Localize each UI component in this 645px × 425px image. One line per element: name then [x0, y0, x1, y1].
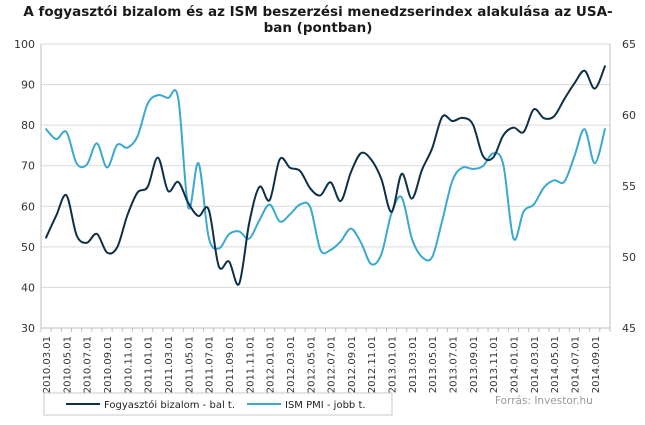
source-note: Forrás: Investor.hu	[495, 395, 593, 407]
x-tick-label: 2010.09.01	[103, 336, 114, 393]
x-tick-label: 2014.07.01	[570, 336, 581, 393]
right-y-axis: 65 60 55 50 45	[609, 38, 636, 335]
x-tick-label: 2010.03.01	[42, 336, 53, 393]
x-tick-label: 2010.11.01	[123, 336, 134, 393]
left-y-tick-label: 50	[21, 241, 35, 254]
x-tick-label: 2010.05.01	[62, 336, 73, 393]
left-y-tick-label: 70	[21, 160, 35, 173]
x-tick-label: 2014.09.01	[591, 336, 602, 393]
x-tick-label: 2012.09.01	[347, 336, 358, 393]
series-line-consumer-confidence	[45, 65, 606, 286]
x-axis: 2010.03.01 2010.05.01 2010.07.01 2010.09.01…	[40, 327, 611, 393]
chart-title-line-1: A fogyasztói bizalom és az ISM beszerzés…	[23, 4, 612, 20]
x-tick-label: 2012.11.01	[367, 336, 378, 393]
legend-box	[43, 392, 393, 416]
x-tick-label: 2012.01.01	[266, 336, 277, 393]
chart-title-line-2: ban (pontban)	[264, 20, 373, 36]
legend-label-consumer-confidence: Fogyasztói bizalom - bal t.	[104, 399, 235, 411]
x-tick-label: 2011.11.01	[245, 336, 256, 393]
x-tick-label: 2011.07.01	[205, 336, 216, 393]
x-tick-label: 2014.03.01	[530, 336, 541, 393]
legend: Fogyasztói bizalom - bal t. ISM PMI - jo…	[43, 392, 393, 416]
x-tick-label: 2013.05.01	[428, 336, 439, 393]
legend-label-ism-pmi: ISM PMI - jobb t.	[285, 400, 366, 411]
x-tick-label: 2011.05.01	[184, 336, 195, 393]
x-tick-label: 2014.05.01	[550, 336, 561, 393]
x-tick-label: 2014.01.01	[509, 336, 520, 393]
right-y-tick-label: 50	[622, 251, 636, 264]
right-y-tick-label: 55	[622, 180, 636, 193]
series-line-ism-pmi	[45, 89, 606, 266]
x-tick-label: 2013.01.01	[388, 336, 399, 393]
left-y-tick-label: 80	[21, 119, 35, 132]
x-tick-label: 2012.05.01	[306, 336, 317, 393]
grid-lines	[41, 43, 610, 329]
x-tick-label: 2013.09.01	[469, 336, 480, 393]
x-tick-label: 2011.09.01	[225, 336, 236, 393]
left-y-tick-label: 40	[21, 281, 35, 294]
left-y-tick-label: 60	[21, 200, 35, 213]
right-y-tick-label: 45	[622, 322, 636, 335]
x-tick-label: 2011.03.01	[164, 336, 175, 393]
series-layer	[45, 65, 606, 286]
left-y-tick-label: 90	[21, 79, 35, 92]
left-y-axis: 100 90 80 70 60 50 40 30	[14, 38, 42, 335]
x-tick-label: 2013.03.01	[408, 336, 419, 393]
x-tick-label: 2010.07.01	[83, 336, 94, 393]
left-y-tick-label: 100	[14, 38, 35, 51]
right-y-tick-label: 60	[622, 109, 636, 122]
x-tick-label: 2012.07.01	[327, 336, 338, 393]
left-y-tick-label: 30	[21, 322, 35, 335]
x-tick-label: 2013.11.01	[489, 336, 500, 393]
x-tick-label: 2013.07.01	[449, 336, 460, 393]
x-tick-label: 2012.03.01	[286, 336, 297, 393]
x-tick-label: 2011.01.01	[144, 336, 155, 393]
right-y-tick-label: 65	[622, 38, 636, 51]
